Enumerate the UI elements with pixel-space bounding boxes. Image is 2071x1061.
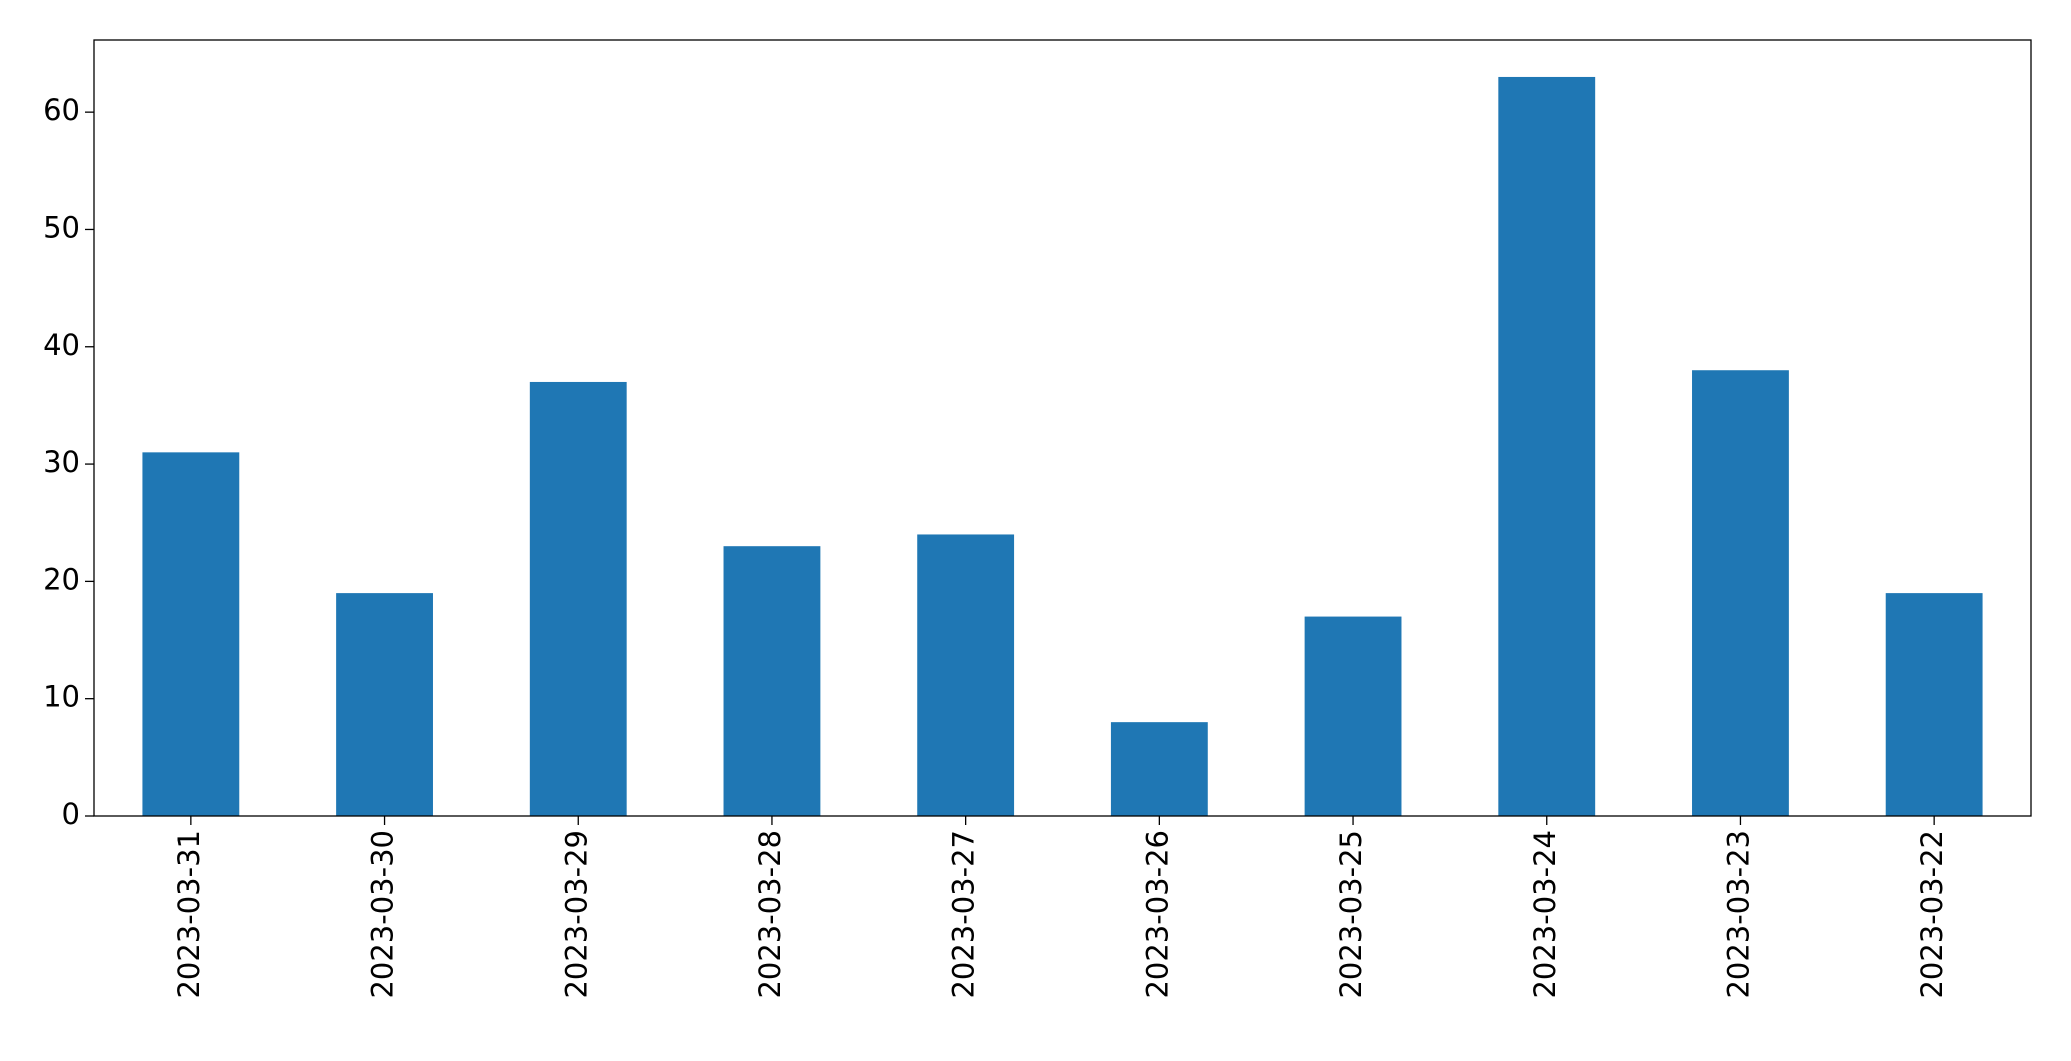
bar xyxy=(142,452,240,816)
x-tick-label: 2023-03-22 xyxy=(1915,830,1949,999)
x-tick-label: 2023-03-30 xyxy=(366,830,400,999)
x-tick-label: 2023-03-23 xyxy=(1721,830,1755,999)
y-tick-label: 40 xyxy=(43,328,80,362)
x-tick-label: 2023-03-24 xyxy=(1528,830,1562,999)
bar xyxy=(917,534,1015,816)
bar xyxy=(336,593,433,816)
x-tick-label: 2023-03-29 xyxy=(559,830,593,999)
bar xyxy=(1304,616,1402,816)
x-tick-label: 2023-03-31 xyxy=(172,830,206,999)
y-tick-label: 20 xyxy=(43,562,80,596)
bar xyxy=(723,546,821,816)
bar xyxy=(529,381,627,816)
bar xyxy=(1498,76,1596,816)
plot-frame xyxy=(93,39,2032,817)
bar xyxy=(1692,370,1789,816)
x-tick-label: 2023-03-25 xyxy=(1334,830,1368,999)
y-tick-label: 0 xyxy=(62,797,80,831)
x-tick-label: 2023-03-26 xyxy=(1140,830,1174,999)
bar xyxy=(1110,722,1208,816)
x-tick-label: 2023-03-27 xyxy=(947,830,981,999)
y-tick-label: 10 xyxy=(43,680,80,714)
y-tick-label: 50 xyxy=(43,210,80,244)
y-tick-label: 30 xyxy=(43,445,80,479)
x-tick-label: 2023-03-28 xyxy=(753,830,787,999)
bar xyxy=(1885,593,1983,816)
y-tick-label: 60 xyxy=(43,93,80,127)
